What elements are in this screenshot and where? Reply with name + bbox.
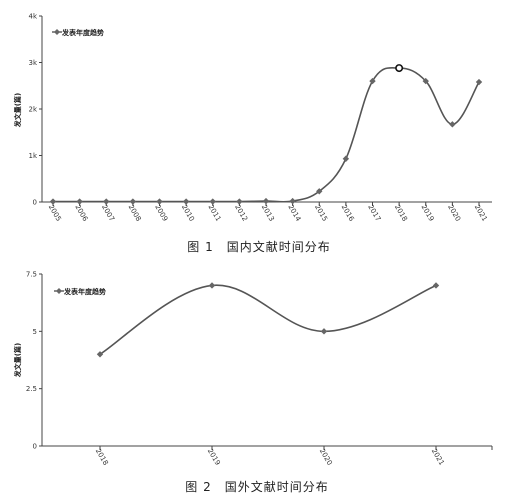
c1-x-tick-label: 2014 — [286, 203, 302, 223]
c1-y-tick-label: 4k — [28, 13, 37, 21]
c1-point — [316, 188, 323, 195]
c1-point — [129, 198, 137, 205]
c1-x-tick-label: 2012 — [233, 203, 249, 222]
c1-x-tick-label: 2007 — [100, 203, 116, 222]
chart2-points — [96, 282, 440, 358]
c1-point-highlighted — [395, 64, 404, 73]
c2-legend-diamond — [56, 288, 62, 294]
c2-x-tick-label: 2020 — [318, 447, 334, 466]
c1-x-tick-label: 2010 — [180, 203, 196, 222]
chart2-legend: 发表年度趋势 — [54, 287, 106, 296]
c1-x-tick-label: 2009 — [153, 203, 169, 222]
c2-point — [208, 282, 216, 289]
chart2-axes — [41, 274, 492, 447]
c1-point — [342, 155, 350, 162]
chart1-caption: 图 1 国内文献时间分布 — [187, 239, 330, 254]
chart2-legend-marker — [54, 288, 64, 294]
chart2-series-line — [99, 284, 437, 355]
chart1-points — [49, 64, 483, 205]
chart-domestic: 发文量(篇) 0 1k 2k 3k 4k 2005 2006 2007 2008 2009 201… — [13, 13, 492, 254]
c2-y-tick-label: 0 — [33, 443, 37, 451]
c1-y-tick-label: 1k — [28, 152, 37, 160]
c1-point — [103, 198, 110, 205]
chart1-x-ticks: 2005 2006 2007 2008 2009 2010 2011 2012 2013 2014… — [47, 202, 489, 223]
c1-x-tick-label: 2013 — [260, 203, 276, 222]
c1-point — [289, 197, 296, 205]
c1-point — [182, 198, 190, 205]
c1-x-tick-label: 2006 — [73, 203, 89, 223]
c2-y-tick-label: 7.5 — [26, 271, 37, 279]
chart1-y-ticks: 0 1k 2k 3k 4k — [28, 13, 42, 207]
c1-point — [236, 198, 243, 205]
c1-x-tick-label: 2018 — [393, 203, 409, 222]
c1-point — [49, 198, 57, 205]
c1-y-tick-label: 3k — [28, 59, 37, 67]
chart1-series-line — [52, 67, 480, 203]
c1-legend-diamond — [54, 29, 60, 35]
c2-point — [432, 282, 440, 289]
c1-point — [369, 77, 376, 85]
c1-point — [262, 197, 270, 205]
c1-point — [475, 78, 483, 86]
c2-point — [320, 328, 328, 335]
chart1-ylabel: 发文量(篇) — [13, 93, 22, 128]
c1-y-tick-label: 0 — [33, 199, 37, 207]
chart2-ylabel: 发文量(篇) — [13, 343, 22, 378]
c1-x-tick-label: 2015 — [313, 203, 329, 222]
c2-y-tick-label: 2.5 — [26, 385, 37, 393]
c1-point — [156, 198, 163, 205]
chart1-legend-label: 发表年度趋势 — [61, 28, 104, 37]
c2-y-tick-label: 5 — [33, 328, 37, 336]
c2-x-tick-label: 2019 — [206, 447, 222, 466]
chart1-legend: 发表年度趋势 — [52, 28, 104, 37]
c1-point — [449, 121, 456, 128]
chart2-legend-label: 发表年度趋势 — [63, 287, 106, 296]
chart1-axes — [41, 16, 492, 203]
chart2-y-ticks: 0 2.5 5 7.5 — [26, 271, 42, 451]
c1-x-tick-label: 2020 — [446, 203, 462, 222]
c1-point — [209, 198, 216, 205]
c1-x-tick-label: 2011 — [207, 203, 223, 222]
c1-y-tick-label: 2k — [28, 106, 37, 114]
c1-x-tick-label: 2008 — [127, 203, 143, 222]
c1-point — [422, 77, 429, 85]
c1-x-tick-label: 2016 — [340, 203, 356, 223]
chart-foreign: 发文量(篇) 02.557.5 2018 2019 2020 2021 发表年度趋势 … — [13, 271, 493, 494]
chart1-legend-marker — [52, 29, 62, 35]
chart2-caption: 图 2 国外文献时间分布 — [185, 479, 328, 494]
c2-x-tick-label: 2018 — [94, 447, 110, 466]
chart2-x-ticks: 2018 2019 2020 2021 — [94, 446, 493, 467]
c2-x-tick-label: 2021 — [430, 447, 446, 466]
c1-x-tick-label: 2017 — [366, 203, 382, 222]
c1-x-tick-label: 2019 — [420, 203, 436, 222]
c2-point — [96, 351, 104, 358]
c1-point — [76, 198, 83, 205]
c1-x-tick-label: 2005 — [47, 203, 63, 222]
c1-x-tick-label: 2021 — [473, 203, 489, 222]
